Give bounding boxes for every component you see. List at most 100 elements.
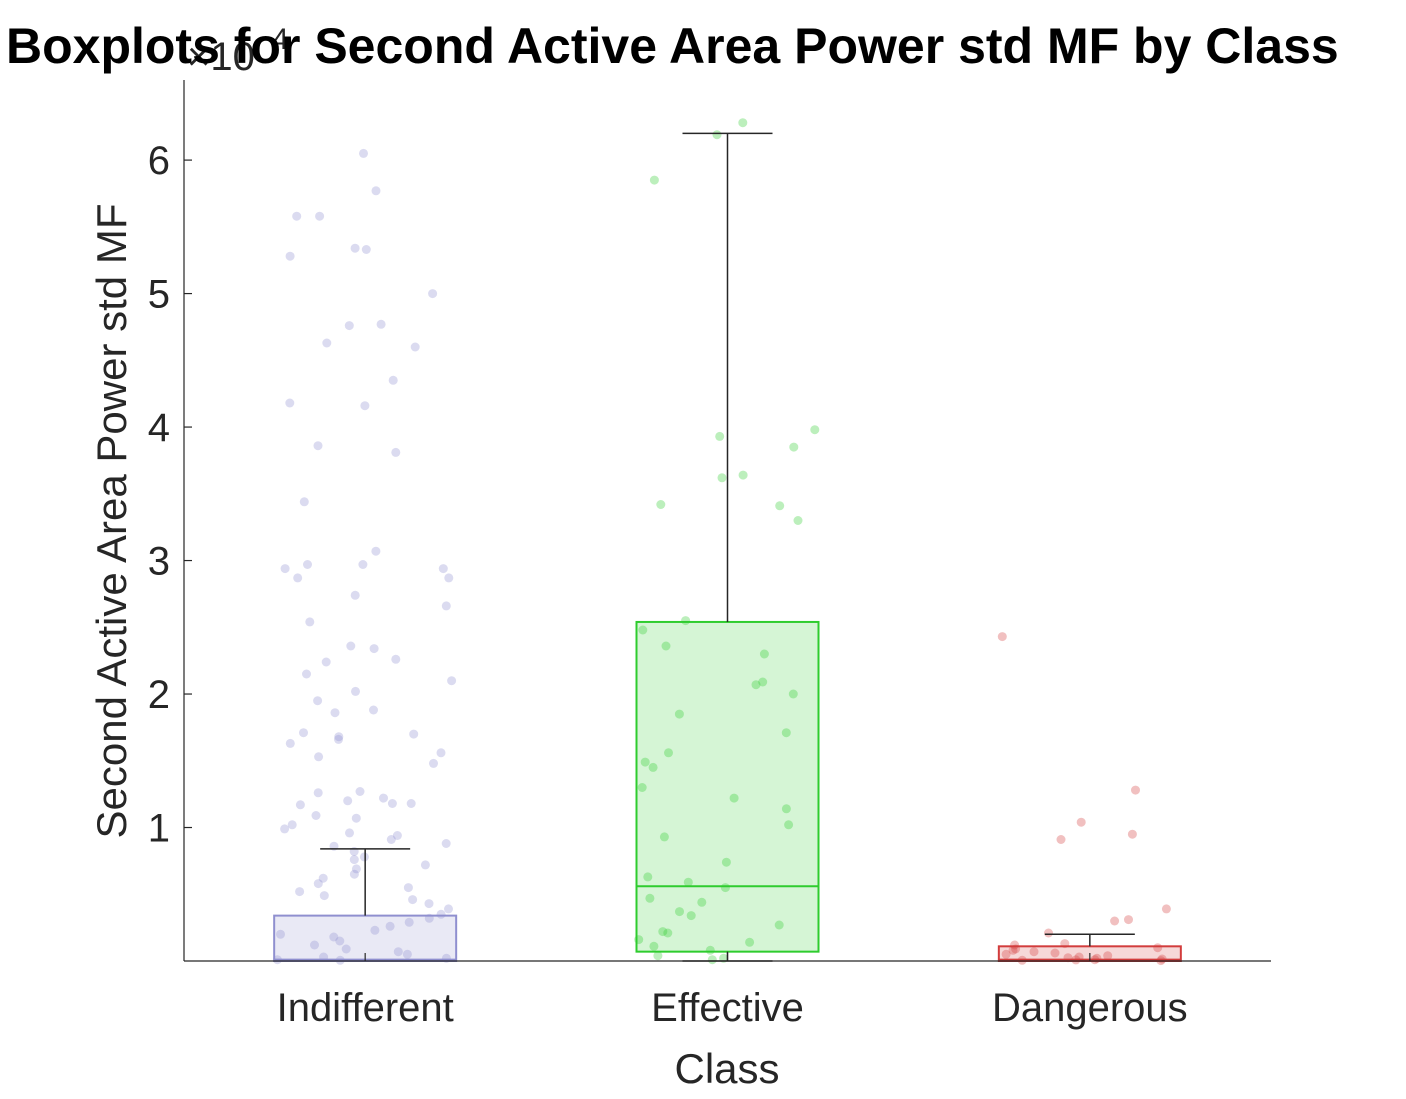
data-point: [280, 564, 290, 574]
data-point: [640, 757, 650, 767]
data-point: [441, 601, 451, 611]
data-point: [371, 186, 381, 196]
data-point: [313, 441, 323, 451]
data-point: [1011, 944, 1021, 954]
data-point: [1127, 829, 1137, 839]
box-effective: [635, 620, 820, 953]
data-point: [664, 748, 673, 758]
data-point: [313, 696, 323, 706]
data-point: [280, 824, 290, 834]
data-point: [305, 617, 315, 627]
data-point: [285, 251, 295, 261]
data-point: [661, 641, 671, 651]
data-point: [351, 864, 361, 874]
y-exponent-base: ×10: [187, 35, 255, 79]
data-point: [387, 799, 397, 808]
data-point: [745, 937, 755, 947]
data-point: [1131, 785, 1140, 795]
data-point: [376, 319, 386, 329]
data-point: [643, 872, 653, 882]
data-point: [299, 497, 309, 507]
x-axis-label: Class: [674, 1045, 779, 1092]
y-exponent-power: 4: [272, 23, 289, 56]
boxes-layer: [273, 620, 1182, 963]
data-point: [1060, 939, 1070, 949]
data-point: [738, 470, 748, 480]
data-point: [648, 762, 658, 772]
data-point: [370, 925, 380, 935]
data-point: [391, 654, 401, 664]
data-point: [751, 680, 761, 690]
data-point: [346, 641, 356, 651]
data-point: [1074, 952, 1084, 962]
data-point: [1124, 915, 1133, 925]
data-point: [686, 911, 696, 921]
data-point: [712, 130, 722, 140]
y-tick-label: 4: [148, 406, 170, 450]
data-point: [810, 425, 820, 435]
data-point: [634, 935, 644, 945]
data-point: [392, 831, 402, 840]
data-point: [311, 811, 321, 820]
data-point: [720, 883, 730, 893]
data-point: [310, 940, 319, 950]
data-point: [369, 644, 379, 654]
data-point: [360, 401, 370, 411]
data-point: [705, 945, 715, 955]
data-point: [649, 941, 659, 951]
y-tick-label: 3: [148, 540, 170, 584]
data-point: [788, 689, 798, 699]
data-point: [1110, 916, 1120, 926]
data-point: [350, 243, 360, 253]
data-point: [406, 799, 416, 808]
data-point: [697, 897, 707, 907]
data-point: [729, 793, 739, 803]
data-point: [738, 118, 748, 128]
data-point: [637, 783, 647, 792]
data-point: [369, 705, 378, 715]
data-point: [295, 887, 305, 897]
data-point: [656, 500, 666, 509]
data-point: [403, 883, 413, 893]
data-point: [638, 625, 648, 635]
data-point: [436, 909, 446, 919]
data-point: [775, 501, 785, 511]
data-point: [1001, 949, 1011, 959]
data-point: [1050, 948, 1060, 958]
data-point: [343, 796, 353, 806]
data-point: [436, 748, 446, 758]
y-tick-label: 6: [148, 139, 170, 183]
data-point: [349, 869, 359, 879]
data-point: [402, 949, 412, 959]
data-point: [321, 657, 331, 667]
data-point: [408, 895, 418, 905]
data-point: [287, 820, 297, 830]
data-point: [393, 947, 403, 957]
data-point: [675, 907, 684, 917]
data-point: [1010, 940, 1020, 950]
data-point: [441, 839, 451, 848]
data-point: [302, 669, 311, 679]
data-point: [350, 590, 360, 600]
data-point: [329, 932, 339, 942]
data-point: [781, 804, 791, 814]
data-point: [721, 857, 731, 867]
data-point: [295, 800, 305, 810]
data-point: [674, 709, 684, 719]
data-point: [319, 891, 329, 901]
data-point: [781, 728, 791, 738]
chart-title: Boxplots for Second Active Area Power st…: [6, 18, 1339, 74]
data-point: [351, 813, 361, 823]
data-point: [334, 734, 343, 744]
x-tick-label: Indifferent: [277, 986, 454, 1030]
data-point: [330, 708, 340, 718]
data-point: [410, 342, 420, 352]
data-point: [386, 835, 396, 844]
data-point: [385, 921, 395, 931]
data-point: [1056, 835, 1066, 844]
data-point: [404, 917, 414, 927]
data-point: [322, 338, 332, 348]
data-point: [1008, 945, 1018, 955]
